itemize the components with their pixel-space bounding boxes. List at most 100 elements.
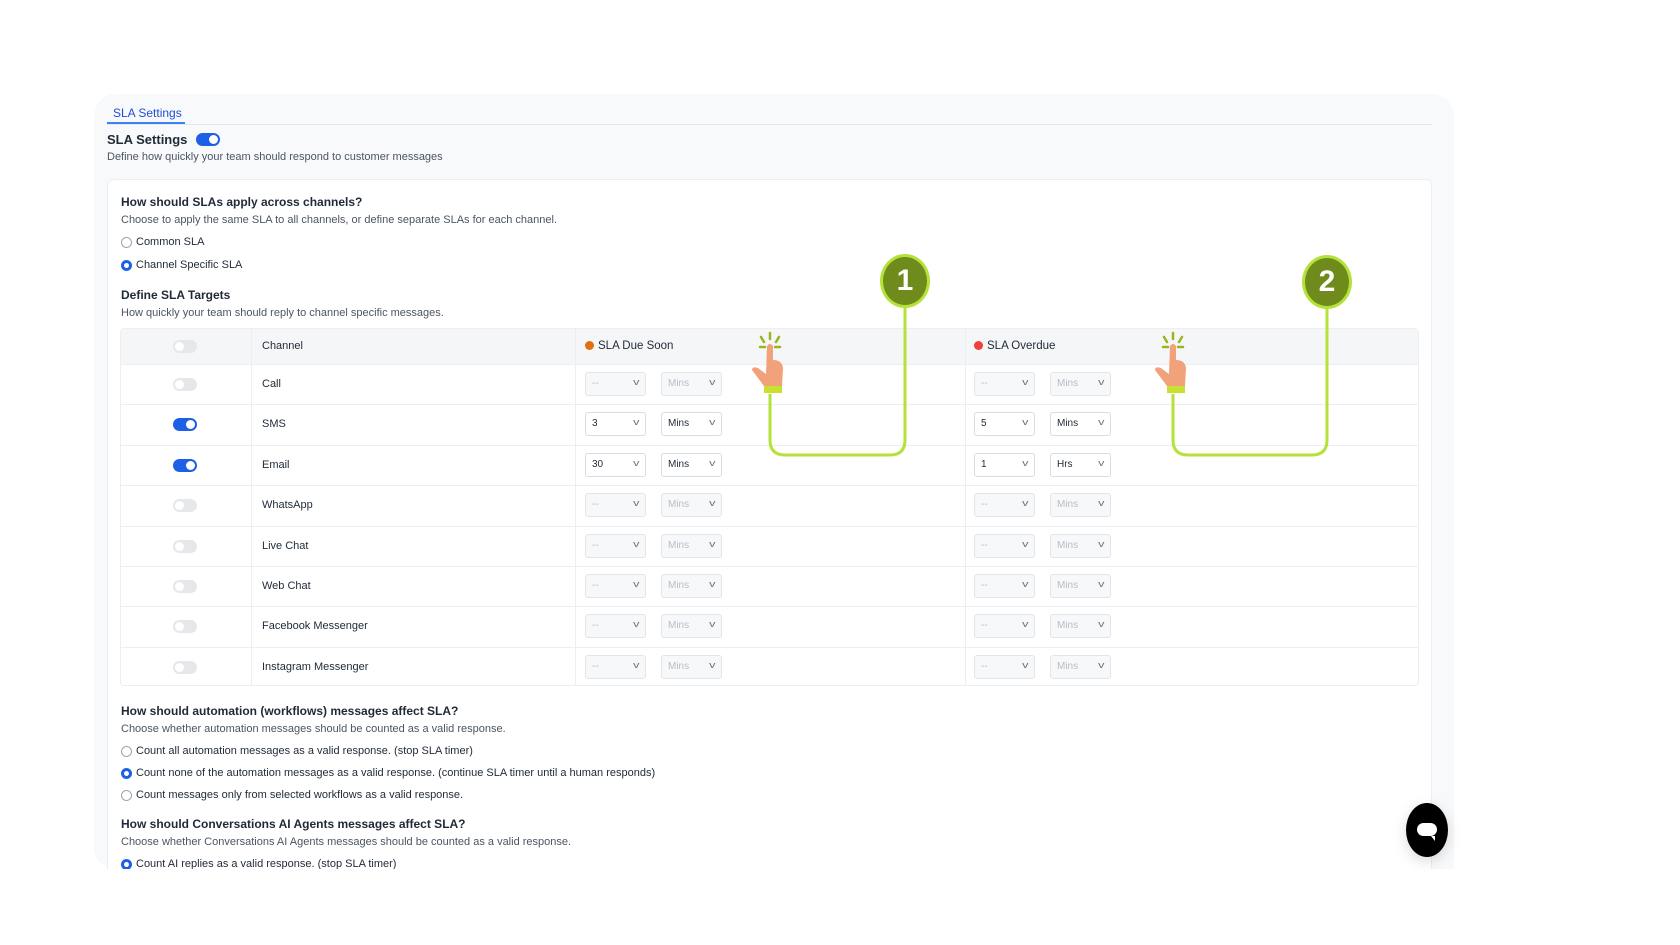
radio-selected-icon bbox=[121, 767, 132, 779]
channel-enable-toggle[interactable] bbox=[173, 660, 197, 674]
select-value: Mins bbox=[668, 499, 690, 511]
channel-name: Instagram Messenger bbox=[262, 660, 369, 673]
automation-question-description: Choose whether automation messages shoul… bbox=[121, 723, 506, 735]
overdue-value-select[interactable]: -- v bbox=[974, 493, 1035, 518]
overdue-unit-select[interactable]: Mins v bbox=[1050, 372, 1111, 396]
due-soon-label: SLA Due Soon bbox=[598, 340, 674, 352]
radio-automation-selected[interactable]: Count messages only from selected workfl… bbox=[121, 789, 463, 801]
radio-label: Count messages only from selected workfl… bbox=[136, 789, 464, 801]
overdue-unit-select[interactable]: Mins v bbox=[1050, 493, 1111, 518]
select-value: Mins bbox=[1057, 418, 1079, 430]
radio-common-sla[interactable]: Common SLA bbox=[121, 236, 204, 248]
chevron-down-icon: v bbox=[632, 417, 639, 428]
chevron-down-icon: v bbox=[632, 659, 639, 670]
chevron-down-icon: v bbox=[632, 498, 639, 509]
select-value: Mins bbox=[668, 458, 690, 470]
select-value: -- bbox=[981, 620, 988, 632]
due-soon-unit-select[interactable]: Mins v bbox=[661, 614, 722, 639]
radio-ai-count[interactable]: Count AI replies as a valid response. (s… bbox=[121, 858, 396, 870]
due-soon-unit-select[interactable]: Mins v bbox=[661, 412, 722, 437]
due-soon-unit-select[interactable]: Mins v bbox=[661, 533, 722, 558]
channel-enable-toggle[interactable] bbox=[173, 499, 197, 513]
chevron-down-icon: v bbox=[632, 377, 639, 387]
overdue-unit-select[interactable]: Mins v bbox=[1050, 574, 1111, 598]
channel-enable-toggle[interactable] bbox=[173, 580, 197, 593]
overdue-unit-select[interactable]: Mins v bbox=[1050, 412, 1111, 437]
select-value: 30 bbox=[592, 458, 604, 470]
channel-enable-toggle[interactable] bbox=[173, 378, 197, 391]
chevron-down-icon: v bbox=[708, 498, 715, 509]
channel-name: WhatsApp bbox=[262, 499, 313, 512]
tab-sla-settings[interactable]: SLA Settings bbox=[113, 106, 182, 120]
due-soon-value-select[interactable]: -- v bbox=[585, 533, 646, 558]
select-value: 1 bbox=[981, 458, 987, 470]
due-soon-unit-select[interactable]: Mins v bbox=[661, 654, 722, 679]
select-value: -- bbox=[592, 620, 599, 632]
overdue-value-select[interactable]: -- v bbox=[974, 654, 1035, 679]
select-value: Mins bbox=[1057, 620, 1079, 632]
due-soon-value-select[interactable]: -- v bbox=[585, 654, 646, 679]
select-value: Mins bbox=[668, 539, 690, 551]
due-soon-value-select[interactable]: 30 v bbox=[585, 452, 646, 477]
targets-description: How quickly your team should reply to ch… bbox=[121, 307, 444, 319]
chevron-down-icon: v bbox=[1021, 457, 1028, 468]
targets-title: Define SLA Targets bbox=[121, 288, 231, 302]
ai-question-description: Choose whether Conversations AI Agents m… bbox=[121, 836, 572, 848]
radio-selected-icon bbox=[121, 259, 132, 271]
radio-label: Common SLA bbox=[136, 236, 205, 248]
pointing-hand-icon bbox=[752, 331, 783, 393]
chevron-down-icon: v bbox=[708, 579, 715, 589]
overdue-unit-select[interactable]: Hrs v bbox=[1050, 452, 1111, 477]
overdue-unit-select[interactable]: Mins v bbox=[1050, 614, 1111, 639]
overdue-value-select[interactable]: -- v bbox=[974, 533, 1035, 558]
channel-name: Web Chat bbox=[262, 580, 311, 592]
due-soon-value-select[interactable]: -- v bbox=[585, 493, 646, 518]
radio-label: Count none of the automation messages as… bbox=[136, 767, 656, 779]
select-value: Mins bbox=[1057, 580, 1079, 591]
overdue-unit-select[interactable]: Mins v bbox=[1050, 533, 1111, 558]
due-soon-value-select[interactable]: -- v bbox=[585, 372, 646, 396]
due-soon-unit-select[interactable]: Mins v bbox=[661, 452, 722, 477]
overdue-unit-select[interactable]: Mins v bbox=[1050, 654, 1111, 679]
channel-enable-toggle[interactable] bbox=[173, 458, 197, 472]
due-soon-unit-select[interactable]: Mins v bbox=[661, 493, 722, 518]
chat-widget-button[interactable] bbox=[1406, 803, 1448, 857]
radio-channel-specific-sla[interactable]: Channel Specific SLA bbox=[121, 259, 242, 271]
radio-icon bbox=[121, 789, 132, 801]
chevron-down-icon: v bbox=[1021, 377, 1028, 387]
chevron-down-icon: v bbox=[632, 619, 639, 630]
chevron-down-icon: v bbox=[1021, 538, 1028, 549]
channel-enable-toggle[interactable] bbox=[173, 539, 197, 553]
chevron-down-icon: v bbox=[1021, 417, 1028, 428]
due-soon-value-select[interactable]: -- v bbox=[585, 614, 646, 639]
select-value: Mins bbox=[1057, 378, 1079, 389]
select-value: Mins bbox=[668, 418, 690, 430]
radio-automation-all[interactable]: Count all automation messages as a valid… bbox=[121, 745, 473, 757]
chevron-down-icon: v bbox=[1097, 417, 1104, 428]
sla-enabled-toggle[interactable] bbox=[196, 133, 220, 146]
due-soon-unit-select[interactable]: Mins v bbox=[661, 372, 722, 396]
channel-name: Email bbox=[262, 458, 290, 471]
due-soon-value-select[interactable]: -- v bbox=[585, 574, 646, 598]
select-value: -- bbox=[592, 378, 599, 389]
select-all-toggle[interactable] bbox=[173, 340, 197, 353]
select-value: -- bbox=[981, 378, 988, 389]
chevron-down-icon: v bbox=[708, 417, 715, 428]
radio-automation-none[interactable]: Count none of the automation messages as… bbox=[121, 767, 655, 779]
annotation-connector-2 bbox=[1171, 309, 1329, 457]
overdue-value-select[interactable]: -- v bbox=[974, 372, 1035, 396]
channel-enable-toggle[interactable] bbox=[173, 620, 197, 634]
annotation-badge-2: 2 bbox=[1302, 255, 1352, 309]
radio-selected-icon bbox=[121, 858, 132, 870]
select-value: -- bbox=[592, 539, 599, 551]
overdue-value-select[interactable]: -- v bbox=[974, 614, 1035, 639]
chevron-down-icon: v bbox=[708, 659, 715, 670]
overdue-value-select[interactable]: -- v bbox=[974, 574, 1035, 598]
channel-enable-toggle[interactable] bbox=[173, 418, 197, 432]
radio-label: Channel Specific SLA bbox=[136, 259, 243, 271]
due-soon-unit-select[interactable]: Mins v bbox=[661, 574, 722, 598]
